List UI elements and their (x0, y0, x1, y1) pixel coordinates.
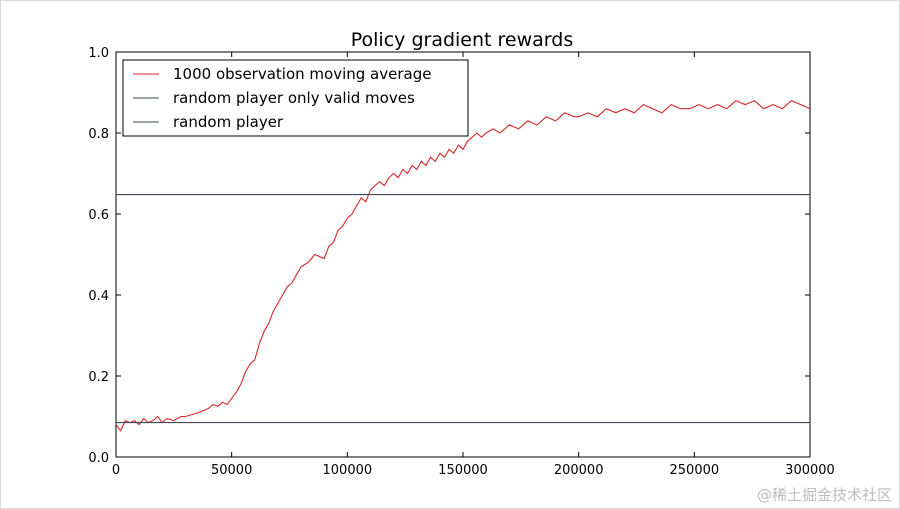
legend-label: random player (173, 113, 284, 131)
y-tick-label: 0.0 (88, 451, 109, 466)
x-tick-label: 150000 (438, 463, 488, 478)
x-tick-label: 250000 (670, 463, 720, 478)
y-axis: 0.0 0.2 0.4 0.6 0.8 1.0 (88, 46, 810, 466)
legend-label: random player only valid moves (173, 89, 415, 107)
x-tick-label: 200000 (554, 463, 604, 478)
y-tick-label: 0.4 (88, 289, 109, 304)
y-tick-label: 0.8 (88, 127, 109, 142)
watermark: @稀土掘金技术社区 (756, 486, 892, 504)
y-tick-label: 1.0 (88, 46, 109, 61)
x-tick-label: 100000 (323, 463, 373, 478)
x-tick-label: 0 (112, 463, 120, 478)
series-layer (115, 99, 811, 432)
y-tick-label: 0.2 (88, 370, 109, 385)
chart-title: Policy gradient rewards (351, 29, 573, 51)
x-tick-label: 50000 (211, 463, 252, 478)
series-line-1000-observation-moving-average (115, 99, 811, 432)
y-tick-label: 0.6 (88, 208, 109, 223)
x-axis: 0 50000 100000 150000 200000 250000 300000 (112, 52, 835, 478)
legend-box (122, 59, 469, 137)
legend-label: 1000 observation moving average (173, 65, 431, 83)
legend: 1000 observation moving average random pl… (122, 59, 469, 137)
x-tick-label: 300000 (785, 463, 835, 478)
